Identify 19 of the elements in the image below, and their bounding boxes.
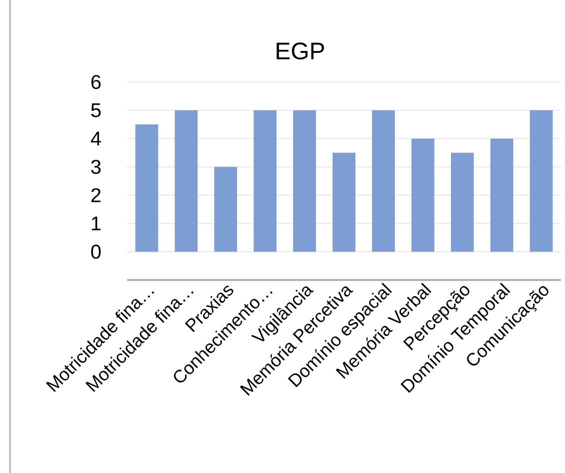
- bar: [372, 110, 395, 252]
- bar: [450, 152, 474, 252]
- bar: [293, 110, 316, 252]
- y-tick-label: 3: [91, 160, 101, 174]
- bar: [332, 152, 356, 252]
- bar: [174, 110, 198, 252]
- y-tick-label: 0: [91, 244, 101, 259]
- bar: [490, 138, 514, 252]
- y-tick-label: 5: [91, 103, 101, 118]
- bar: [135, 124, 158, 252]
- bar: [411, 138, 434, 252]
- chart-title: EGP: [276, 42, 324, 60]
- y-tick-label: 1: [92, 216, 101, 230]
- y-tick-label: 6: [91, 74, 101, 90]
- bar: [530, 110, 553, 252]
- y-tick-label: 4: [90, 132, 101, 146]
- bar: [254, 110, 277, 252]
- bar: [214, 166, 238, 252]
- y-tick-label: 2: [91, 188, 100, 202]
